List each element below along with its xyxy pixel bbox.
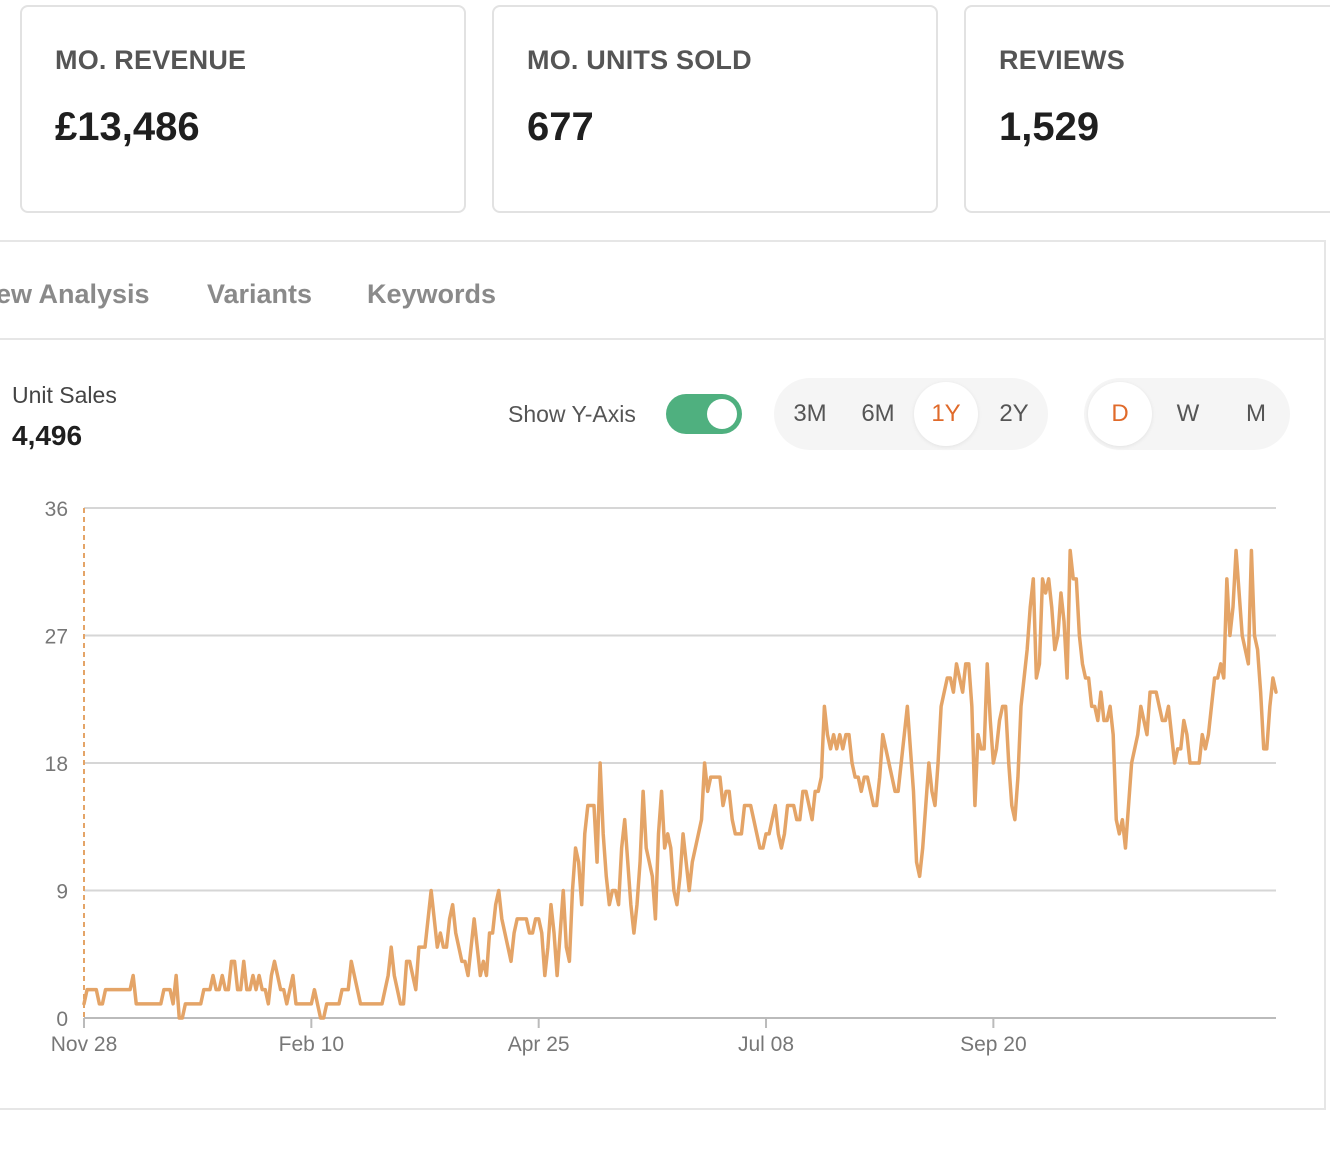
y-tick-label: 36 — [45, 498, 68, 521]
tab-review-analysis[interactable]: ew Analysis — [0, 279, 150, 309]
tab-keywords[interactable]: Keywords — [367, 279, 497, 309]
kpi-card-revenue: MO. REVENUE £13,486 — [20, 5, 466, 213]
range-1y-button[interactable]: 1Y — [914, 382, 978, 446]
kpi-label: MO. REVENUE — [55, 45, 247, 75]
x-tick-label: Jul 08 — [738, 1033, 794, 1056]
y-tick-label: 9 — [56, 881, 68, 904]
kpi-label: MO. UNITS SOLD — [527, 45, 752, 75]
metric-label: Unit Sales — [12, 382, 117, 408]
range-2y-button[interactable]: 2Y — [999, 400, 1029, 427]
analytics-panel: ew Analysis Variants Keywords Unit Sales… — [0, 240, 1326, 1110]
x-tick-label: Sep 20 — [960, 1033, 1027, 1056]
tab-variants[interactable]: Variants — [207, 279, 313, 309]
range-3m-button[interactable]: 3M — [793, 400, 827, 427]
granularity-selector: D W M — [1084, 378, 1290, 450]
show-y-axis-toggle[interactable] — [666, 394, 742, 434]
granularity-day-button[interactable]: D — [1088, 382, 1152, 446]
granularity-month-button[interactable]: M — [1246, 400, 1266, 427]
x-tick-label: Apr 25 — [508, 1033, 570, 1056]
kpi-value: 1,529 — [999, 105, 1100, 149]
tab-bar: ew Analysis Variants Keywords — [0, 242, 1324, 340]
granularity-week-button[interactable]: W — [1176, 400, 1200, 427]
y-tick-label: 0 — [56, 1008, 68, 1031]
range-6m-button[interactable]: 6M — [861, 400, 895, 427]
y-tick-label: 18 — [45, 753, 68, 776]
kpi-value: £13,486 — [55, 105, 200, 149]
kpi-card-units-sold: MO. UNITS SOLD 677 — [492, 5, 938, 213]
kpi-value: 677 — [527, 105, 594, 149]
show-y-axis-label: Show Y-Axis — [508, 401, 636, 427]
unit-sales-series-line — [82, 548, 1278, 1020]
toggle-knob — [707, 399, 737, 429]
x-tick-label: Feb 10 — [279, 1033, 344, 1056]
x-tick-label: Nov 28 — [51, 1033, 118, 1056]
kpi-label: REVIEWS — [999, 45, 1125, 75]
kpi-card-reviews: REVIEWS 1,529 — [964, 5, 1330, 213]
metric-value: 4,496 — [12, 420, 83, 451]
unit-sales-chart: 0 9 18 27 36 Nov 28 Feb 10 Apr 25 Jul 08 Sep 20 — [45, 498, 1278, 1056]
y-tick-label: 27 — [45, 626, 68, 649]
range-selector: 3M 6M 1Y 2Y — [774, 378, 1048, 450]
